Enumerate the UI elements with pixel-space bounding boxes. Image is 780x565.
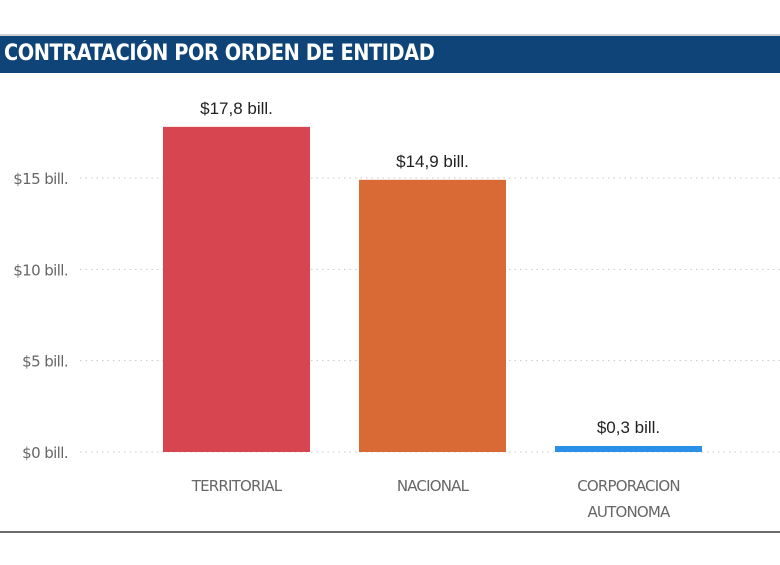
y-tick-label: $0 bill. xyxy=(22,444,68,462)
x-tick-label: NACIONAL xyxy=(397,477,470,495)
data-label: $0,3 bill. xyxy=(597,418,660,437)
y-tick-label: $5 bill. xyxy=(22,353,68,371)
data-label: $17,8 bill. xyxy=(200,99,273,118)
bar-territorial xyxy=(163,126,310,452)
chart-title: CONTRATACIÓN POR ORDEN DE ENTIDAD xyxy=(4,41,435,66)
bar-corporacion-autonoma xyxy=(555,446,702,452)
bar-nacional xyxy=(359,179,506,452)
data-label: $14,9 bill. xyxy=(396,152,469,171)
y-tick-label: $10 bill. xyxy=(13,261,68,279)
x-tick-label: CORPORACION xyxy=(577,477,680,495)
divider xyxy=(0,531,780,533)
chart-header: CONTRATACIÓN POR ORDEN DE ENTIDAD xyxy=(0,34,780,73)
x-tick-label: AUTONOMA xyxy=(587,503,671,521)
y-tick-label: $15 bill. xyxy=(13,170,68,188)
x-tick-label: TERRITORIAL xyxy=(191,477,283,495)
